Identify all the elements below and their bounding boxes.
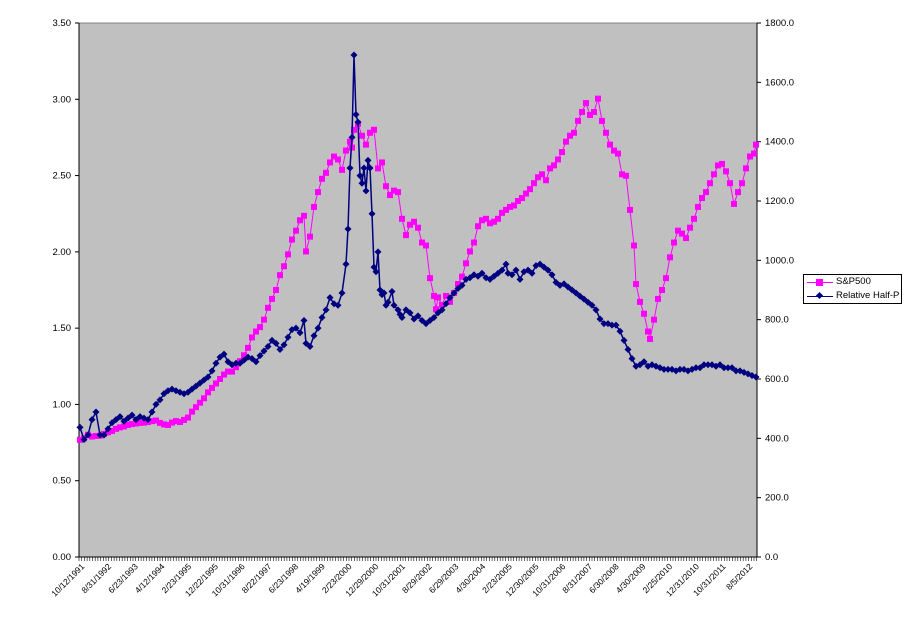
right-axis-tick-label: 1000.0 <box>765 255 794 266</box>
right-axis-tick-label: 1800.0 <box>765 18 794 29</box>
right-axis-tick-label: 600.0 <box>765 374 789 385</box>
right-axis-tick-label: 800.0 <box>765 315 789 326</box>
right-axis-tick-label: 0.0 <box>765 552 778 563</box>
right-axis-tick-label: 400.0 <box>765 433 789 444</box>
left-axis-tick-label: 3.00 <box>53 94 72 105</box>
right-y-axis: 0.0 200.0 400.0 600.0 800.0 1000.0 1200.0 1400.… <box>756 18 794 563</box>
relative-half-p-series <box>76 51 760 444</box>
left-axis-tick-label: 2.00 <box>53 247 72 258</box>
left-axis-tick-label: 0.50 <box>53 476 72 487</box>
legend-item-sp500: S&P500 <box>804 275 901 289</box>
left-y-axis: 0.00 0.50 1.00 1.50 2.00 2.50 3.00 3.50 <box>53 18 80 563</box>
sp500-series <box>77 95 759 443</box>
left-axis-tick-label: 2.50 <box>53 171 72 182</box>
legend: S&P500 Relative Half-P <box>803 274 902 304</box>
x-axis: 10/12/19918/31/19926/23/19934/12/19942/2… <box>49 556 758 598</box>
plot-area <box>78 22 758 558</box>
square-marker-icon <box>816 279 823 286</box>
right-axis-tick-label: 1200.0 <box>765 196 794 207</box>
right-axis-tick-label: 200.0 <box>765 493 789 504</box>
right-axis-tick-label: 1600.0 <box>765 77 794 88</box>
diamond-marker-icon <box>815 291 824 300</box>
x-axis-tick-label: 8/5/2012 <box>724 561 755 592</box>
legend-item-relative-half-p: Relative Half-P <box>804 289 901 303</box>
right-axis-tick-label: 1400.0 <box>765 137 794 148</box>
left-axis-tick-label: 3.50 <box>53 18 72 29</box>
left-axis-tick-label: 0.00 <box>53 552 72 563</box>
legend-label: Relative Half-P <box>836 290 900 301</box>
x-axis-tick-label: 10/12/1991 <box>49 561 86 598</box>
left-axis-tick-label: 1.50 <box>53 323 72 334</box>
left-axis-tick-label: 1.00 <box>53 399 72 410</box>
series-layer <box>76 51 760 444</box>
legend-label: S&P500 <box>836 276 871 287</box>
